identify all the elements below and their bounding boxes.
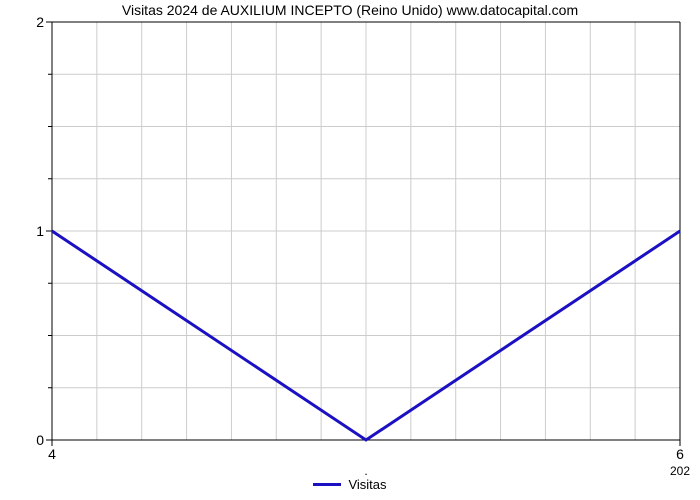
ytick-label: 1: [0, 223, 44, 239]
chart-svg: [0, 0, 700, 500]
legend-swatch: [313, 483, 341, 486]
legend-label: Visitas: [348, 477, 386, 492]
ytick-label: 0: [0, 432, 44, 448]
xtick-label: 4: [48, 446, 56, 462]
ytick-label: 2: [0, 14, 44, 30]
legend: Visitas: [0, 476, 700, 492]
xtick-label: 6: [676, 446, 684, 462]
